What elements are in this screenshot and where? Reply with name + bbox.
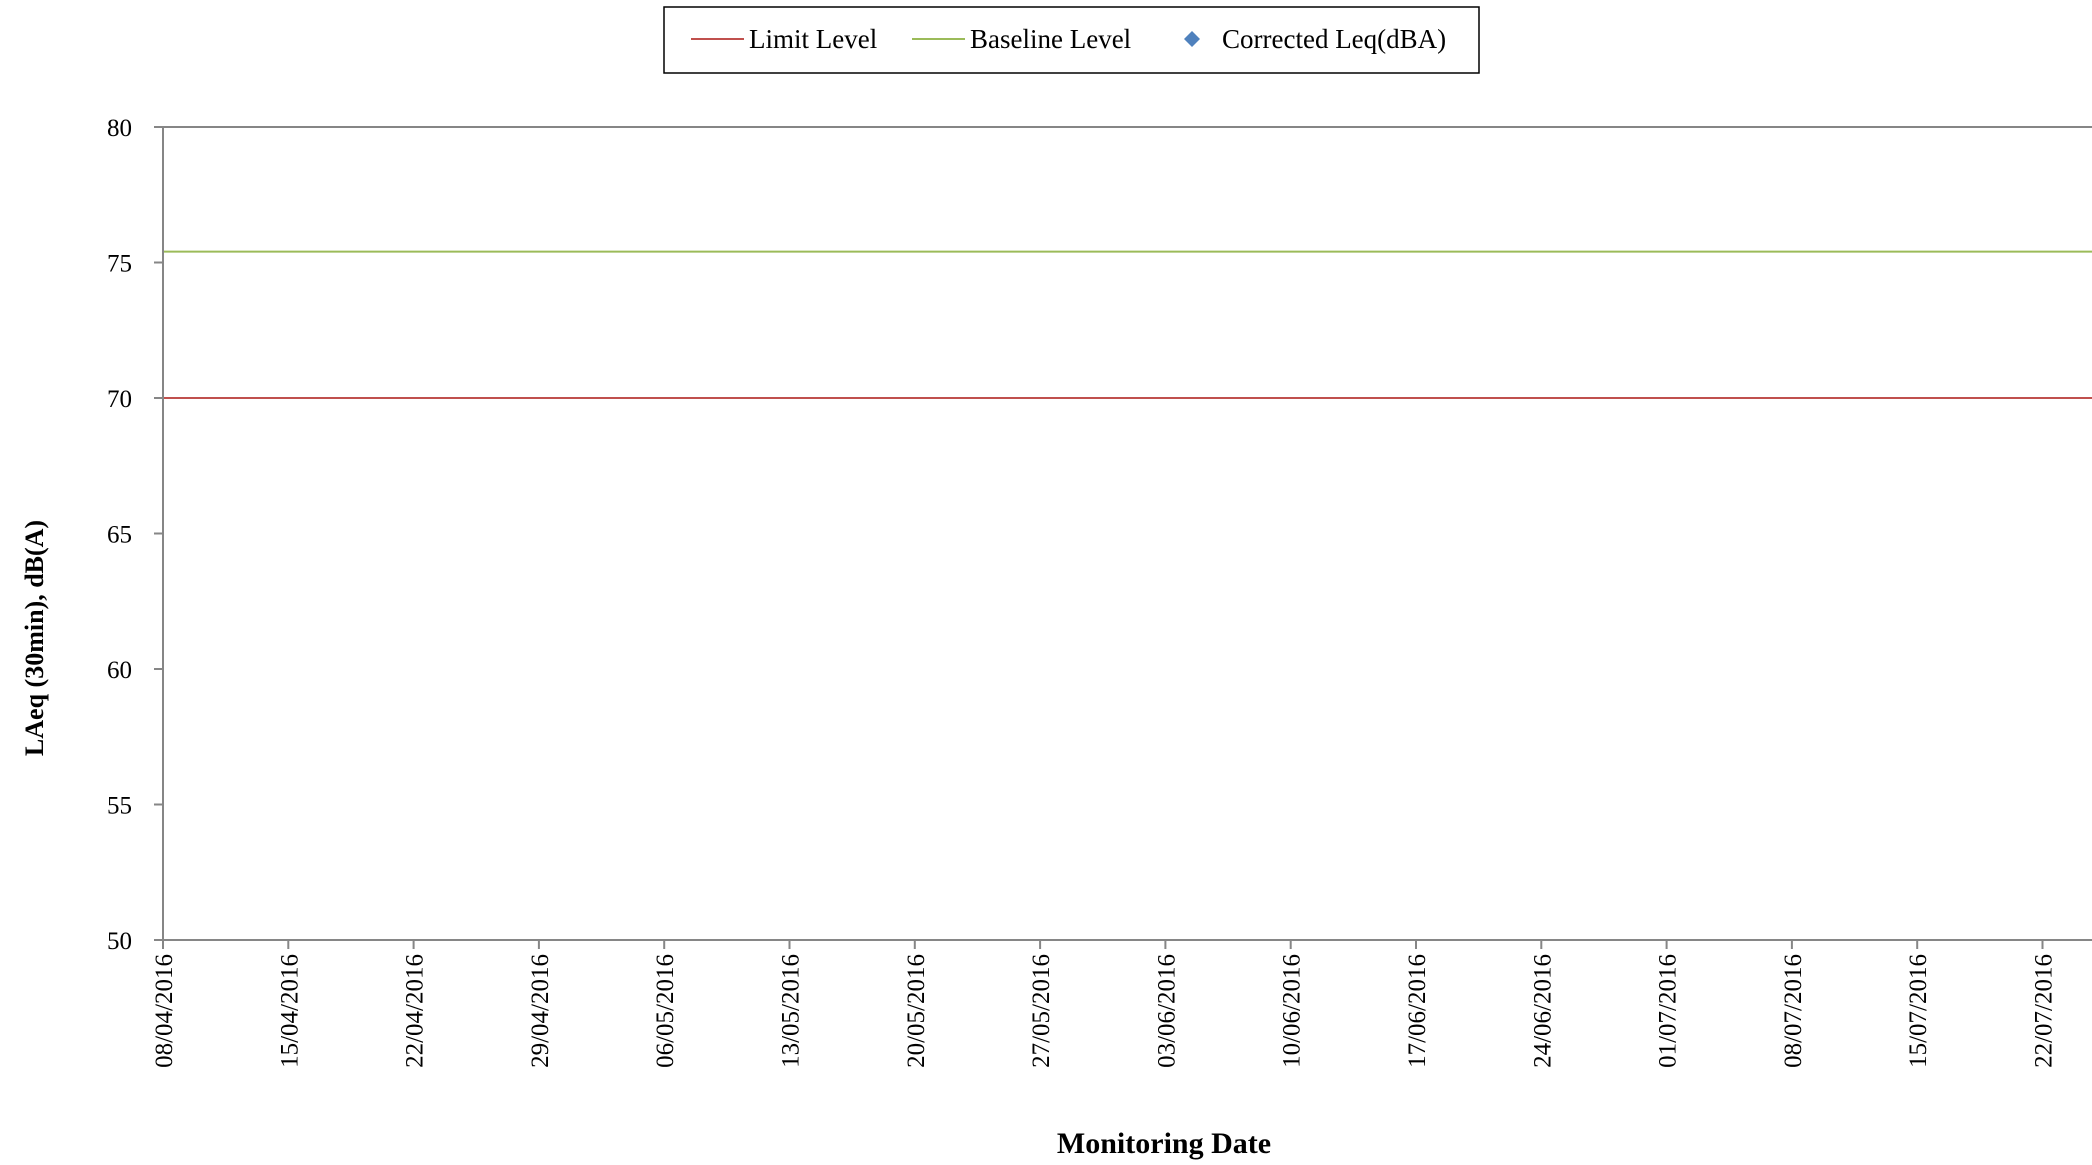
x-tick-label: 03/06/2016	[1153, 954, 1180, 1068]
legend-corrected-leq-marker	[1184, 31, 1200, 47]
legend-corrected-leq-label: Corrected Leq(dBA)	[1222, 24, 1446, 54]
x-tick-label: 24/06/2016	[1529, 954, 1556, 1068]
x-tick-label: 20/05/2016	[903, 954, 930, 1068]
y-tick-label: 65	[107, 522, 132, 549]
y-axis-title: LAeq (30min), dB(A)	[20, 520, 49, 756]
x-tick-label: 22/07/2016	[2031, 954, 2058, 1068]
x-tick-label: 13/05/2016	[778, 954, 805, 1068]
x-axis-ticks: 08/04/2016 15/04/2016 22/04/2016 29/04/2016…	[151, 940, 2058, 1068]
y-tick-label: 55	[107, 793, 132, 820]
y-tick-label: 50	[107, 928, 132, 955]
x-axis-title: Monitoring Date	[1057, 1127, 1271, 1160]
x-tick-label: 08/07/2016	[1780, 954, 1807, 1068]
x-tick-label: 27/05/2016	[1028, 954, 1055, 1068]
legend: Limit Level Baseline Level Corrected Leq…	[663, 6, 1480, 74]
x-tick-label: 15/07/2016	[1905, 954, 1932, 1068]
x-tick-label: 29/04/2016	[527, 954, 554, 1068]
y-tick-label: 80	[107, 115, 132, 142]
legend-box	[663, 6, 1480, 74]
y-axis-ticks: 50 55 60 65 70 75 80	[107, 115, 163, 955]
x-tick-label: 01/07/2016	[1655, 954, 1682, 1068]
x-tick-label: 10/06/2016	[1279, 954, 1306, 1068]
x-tick-label: 22/04/2016	[402, 954, 429, 1068]
x-tick-label: 15/04/2016	[276, 954, 303, 1068]
series-layer	[163, 250, 2092, 399]
x-tick-label: 06/05/2016	[652, 954, 679, 1068]
y-tick-label: 75	[107, 251, 132, 278]
legend-limit-level-label: Limit Level	[749, 24, 877, 54]
legend-baseline-level-label: Baseline Level	[970, 24, 1131, 54]
y-tick-label: 70	[107, 386, 132, 413]
x-tick-label: 17/06/2016	[1404, 954, 1431, 1068]
x-tick-label: 08/04/2016	[151, 954, 178, 1068]
y-tick-label: 60	[107, 657, 132, 684]
